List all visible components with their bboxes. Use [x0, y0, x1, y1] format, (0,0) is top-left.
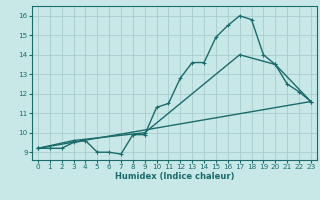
- X-axis label: Humidex (Indice chaleur): Humidex (Indice chaleur): [115, 172, 234, 181]
